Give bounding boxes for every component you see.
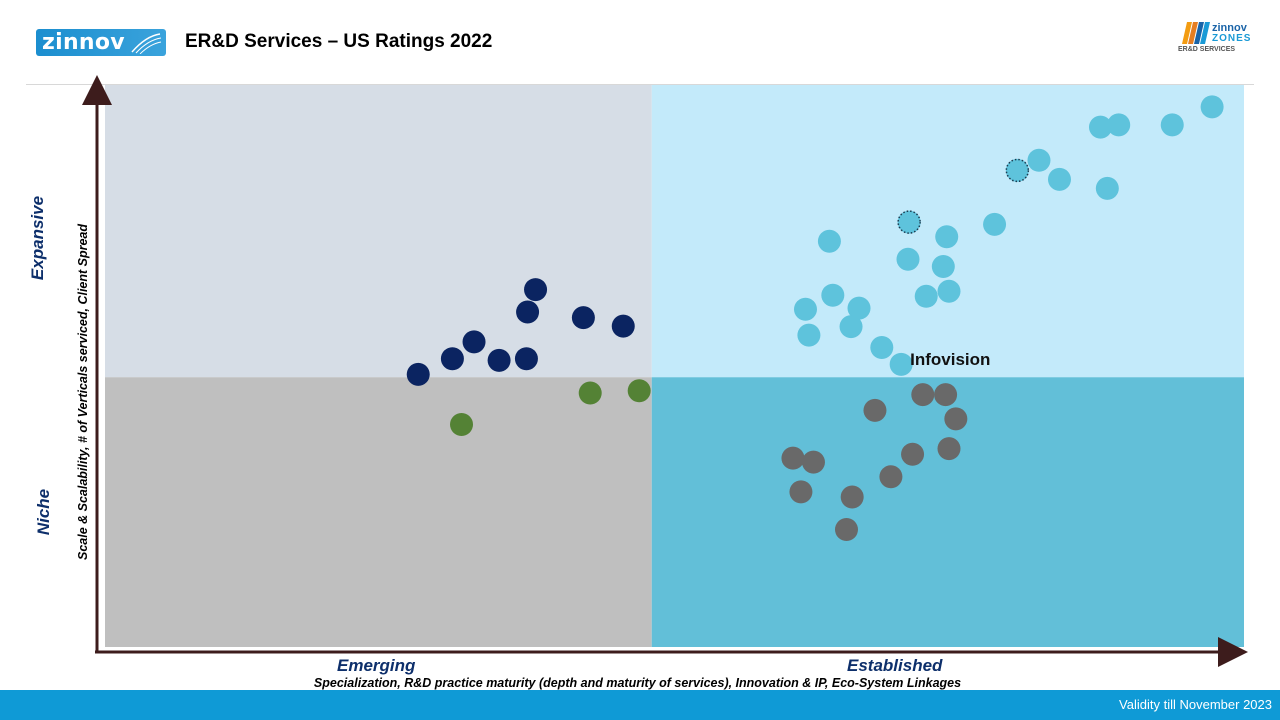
y-axis-title: Scale & Scalability, # of Verticals serv… xyxy=(76,223,90,561)
bottom_right-point-8 xyxy=(879,465,903,489)
x-category-established: Established xyxy=(847,656,943,675)
top_left-point-2 xyxy=(571,306,595,330)
bottom_right-point-6 xyxy=(781,446,805,470)
top_right-point-5 xyxy=(1047,167,1071,191)
annotation-label-0: Infovision xyxy=(910,350,990,369)
top_right-point-17 xyxy=(847,296,871,320)
top_right-point-14 xyxy=(937,279,961,303)
quadrant-bottom-left xyxy=(105,377,652,647)
page-title: ER&D Services – US Ratings 2022 xyxy=(185,31,493,52)
bottom_left-point-1 xyxy=(578,381,602,405)
zinnov-zones-logo: zinnov ZONES ER&D SERVICES xyxy=(1178,22,1268,58)
top_right-point-2 xyxy=(1107,113,1131,137)
zinnov-logo-text: zinnov xyxy=(42,30,125,55)
top_left-point-5 xyxy=(440,347,464,371)
bottom_right-point-4 xyxy=(937,437,961,461)
quadrant-top-left xyxy=(105,85,652,378)
top_right-point-16 xyxy=(821,283,845,307)
top_left-point-3 xyxy=(611,314,635,338)
top_right-point-15 xyxy=(914,284,938,308)
zones-logo-line2: ZONES xyxy=(1212,33,1252,44)
top_left-point-4 xyxy=(462,330,486,354)
validity-text: Validity till November 2023 xyxy=(1119,697,1272,712)
top_right-point-11 xyxy=(817,229,841,253)
y-category-niche: Niche xyxy=(34,488,53,536)
bottom_right-point-2 xyxy=(863,398,887,422)
top_right-point-8 xyxy=(983,212,1007,236)
swoosh-icon xyxy=(131,33,162,54)
top_right-point-21 xyxy=(870,335,894,359)
top_right-point-4 xyxy=(1027,148,1051,172)
top_left-point-6 xyxy=(487,348,511,372)
bottom_right-point-3 xyxy=(944,407,968,431)
highlighted-point-1 xyxy=(897,210,921,234)
top_left-point-7 xyxy=(514,347,538,371)
zinnov-logo: zinnov xyxy=(36,29,166,56)
top_right-point-18 xyxy=(793,297,817,321)
zones-bars-icon xyxy=(1182,22,1210,44)
header-divider xyxy=(26,84,1254,85)
top_right-point-20 xyxy=(797,323,821,347)
bottom_left-point-0 xyxy=(627,379,651,403)
bottom_right-point-10 xyxy=(840,485,864,509)
bottom_right-point-9 xyxy=(789,480,813,504)
top_right-point-1 xyxy=(1160,113,1184,137)
zones-logo-line1: zinnov xyxy=(1212,22,1247,34)
bottom_right-point-7 xyxy=(801,450,825,474)
bottom_right-point-11 xyxy=(834,518,858,542)
bottom_right-point-5 xyxy=(901,442,925,466)
top_right-point-19 xyxy=(839,315,863,339)
top_left-point-0 xyxy=(524,278,548,302)
highlighted-point-0 xyxy=(1005,158,1030,183)
top_right-point-7 xyxy=(1095,176,1119,200)
top_right-point-10 xyxy=(935,225,959,249)
x-category-emerging: Emerging xyxy=(337,656,416,675)
top_right-point-13 xyxy=(931,255,955,279)
top_right-point-0 xyxy=(1200,95,1224,119)
top_right-point-12 xyxy=(896,247,920,271)
top_right-point-22 xyxy=(889,352,913,376)
bottom_right-point-1 xyxy=(934,383,958,407)
zones-logo-line3: ER&D SERVICES xyxy=(1178,46,1236,53)
bottom_left-point-2 xyxy=(450,412,474,436)
y-category-expansive: Expansive xyxy=(28,195,47,281)
ratings-chart: Infovision xyxy=(82,75,1248,667)
bottom_right-point-0 xyxy=(911,383,935,407)
footer-bar: Validity till November 2023 xyxy=(0,690,1280,720)
top_left-point-1 xyxy=(516,300,540,324)
top_left-point-8 xyxy=(406,362,430,386)
x-axis-title: Specialization, R&D practice maturity (d… xyxy=(313,676,962,690)
top_right-point-3 xyxy=(1088,115,1112,139)
